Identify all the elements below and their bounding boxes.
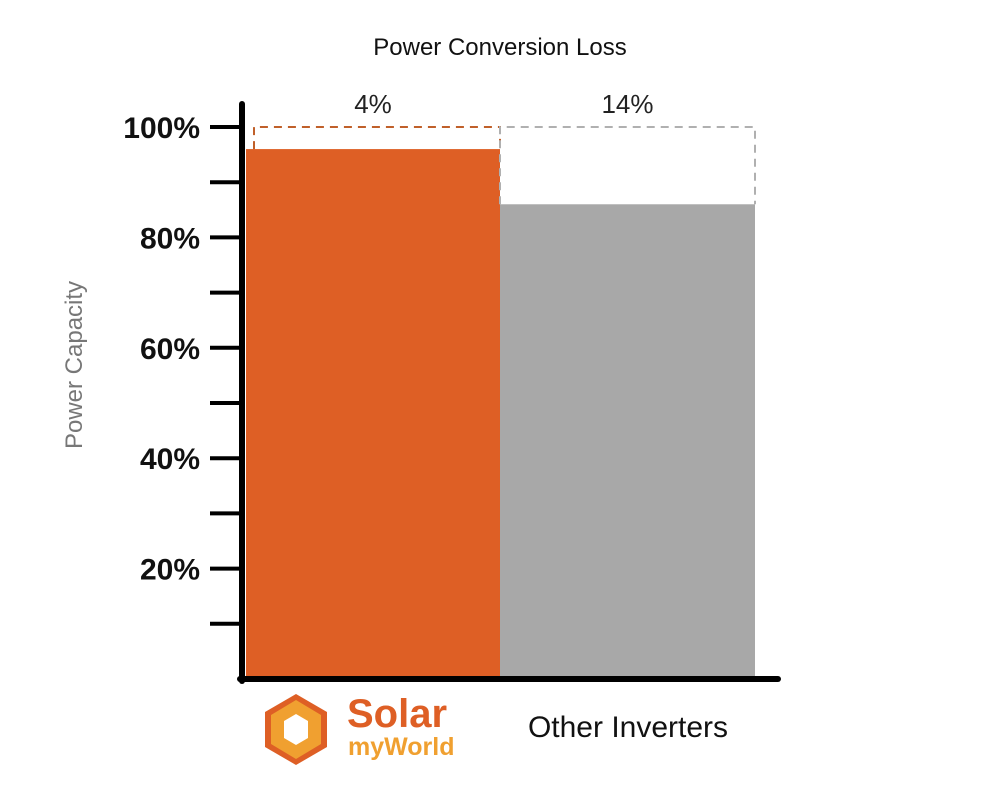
y-tick-label-20: 20%	[140, 554, 200, 587]
logo-hexagon-inner	[284, 714, 308, 745]
loss-outline-1	[253, 126, 501, 150]
y-ticks-layer: 20% 40% 60% 80% 100%	[123, 112, 242, 626]
loss-outlines-layer: 4% 14%	[253, 89, 756, 205]
logo-word-myworld: myWorld	[348, 733, 455, 761]
y-tick-label-40: 40%	[140, 443, 200, 476]
loss-outline-2	[499, 126, 756, 205]
hexagon-logo-icon	[265, 694, 327, 765]
y-tick-label-60: 60%	[140, 333, 200, 366]
y-tick-label-80: 80%	[140, 222, 200, 255]
bar-1	[246, 149, 500, 679]
loss-label-1: 4%	[354, 89, 392, 119]
category-label-other-inverters: Other Inverters	[528, 711, 728, 744]
chart-title: Power Conversion Loss	[373, 34, 626, 61]
axes-layer	[237, 101, 781, 684]
y-tick-label-100: 100%	[123, 112, 200, 145]
logo-word-solar: Solar	[347, 692, 447, 736]
y-axis-label: Power Capacity	[61, 281, 88, 449]
bar-2	[500, 204, 755, 679]
category-label-solarmyworld-logo: Solar myWorld	[265, 692, 455, 765]
bars-layer	[246, 149, 755, 679]
loss-label-2: 14%	[601, 89, 653, 119]
